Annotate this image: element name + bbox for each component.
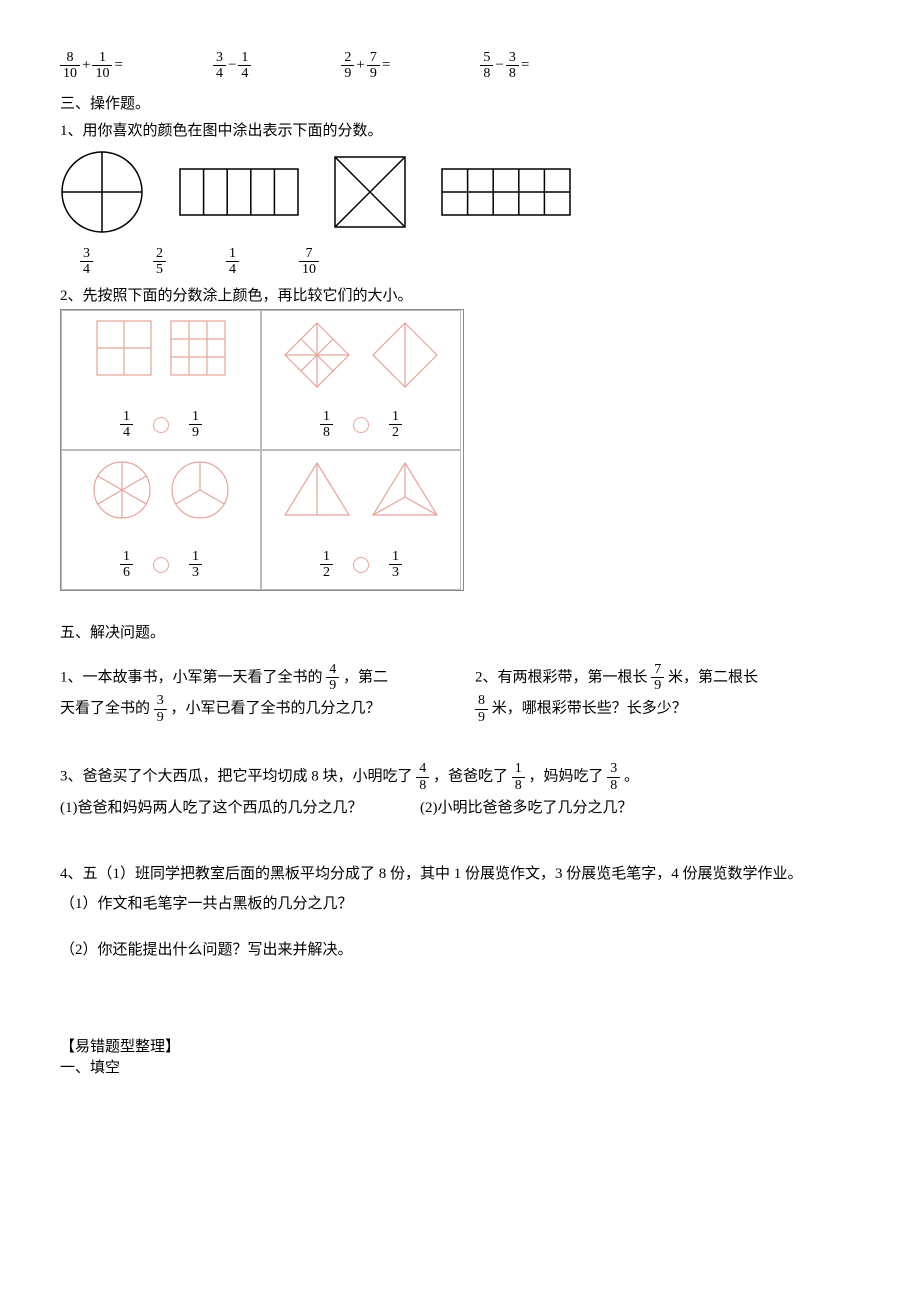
fraction-equation-row: 810 + 110 = 34 − 14 29 + 79 = 58 − 38 = — [60, 50, 860, 82]
fraction: 12 — [389, 409, 402, 441]
compare-grid: 14 19 18 12 — [60, 309, 464, 591]
fraction: 49 — [326, 662, 339, 694]
fraction: 38 — [607, 761, 620, 793]
operator: − — [495, 57, 503, 74]
fill-blank-heading: 一、填空 — [60, 1056, 860, 1077]
fraction: 18 — [512, 761, 525, 793]
operator: + — [356, 57, 364, 74]
problem-3: 3、爸爸买了个大西瓜，把它平均切成 8 块，小明吃了 48 ，爸爸吃了 18 ，… — [60, 761, 860, 793]
circle-quartered-icon — [60, 150, 144, 234]
compare-circle-icon — [353, 557, 369, 573]
fraction-label: 14 — [226, 246, 239, 278]
triangle-3-icon — [369, 459, 441, 519]
fraction: 14 — [238, 50, 251, 82]
fraction: 810 — [60, 50, 80, 82]
fraction: 29 — [341, 50, 354, 82]
equation-3: 29 + 79 = — [341, 50, 390, 82]
problem-1: 1、一本故事书，小军第一天看了全书的 49 ，第二 天看了全书的 39 ，小军已… — [60, 662, 445, 726]
fraction: 13 — [189, 549, 202, 581]
equals: = — [382, 57, 390, 74]
compare-cell-2: 18 12 — [261, 310, 461, 450]
compare-circle-icon — [353, 417, 369, 433]
fraction: 89 — [475, 693, 488, 725]
fraction: 19 — [189, 409, 202, 441]
fraction: 58 — [480, 50, 493, 82]
fraction-label: 34 — [80, 246, 93, 278]
problem-4-q2: （2）你还能提出什么问题？写出来并解决。 — [60, 935, 860, 965]
section-3-title: 三、操作题。 — [60, 92, 860, 113]
section-3-q1: 1、用你喜欢的颜色在图中涂出表示下面的分数。 — [60, 119, 860, 140]
fraction: 18 — [320, 409, 333, 441]
compare-circle-icon — [153, 557, 169, 573]
section-5-title: 五、解决问题。 — [60, 621, 860, 642]
error-type-heading: 【易错题型整理】 — [60, 1035, 860, 1056]
square-3x3-icon — [169, 319, 227, 377]
section-3-q2: 2、先按照下面的分数涂上颜色，再比较它们的大小。 — [60, 284, 860, 305]
fraction: 13 — [389, 549, 402, 581]
q1-fraction-labels: 34 25 14 710 — [80, 246, 860, 278]
fraction: 48 — [416, 761, 429, 793]
problem-2: 2、有两根彩带，第一根长 79 米，第二根长 89 米，哪根彩带长些？长多少？ — [475, 662, 860, 726]
compare-cell-3: 16 13 — [61, 450, 261, 590]
triangle-2-icon — [281, 459, 353, 519]
fraction-label: 710 — [299, 246, 319, 278]
square-2x2-icon — [95, 319, 153, 377]
word-problems: 1、一本故事书，小军第一天看了全书的 49 ，第二 天看了全书的 39 ，小军已… — [60, 662, 860, 965]
compare-cell-1: 14 19 — [61, 310, 261, 450]
fraction: 12 — [320, 549, 333, 581]
fraction: 110 — [92, 50, 112, 82]
fraction: 34 — [213, 50, 226, 82]
diamond-8-icon — [281, 319, 353, 391]
square-x-icon — [334, 156, 406, 228]
rect-5col-icon — [179, 168, 299, 216]
fraction: 14 — [120, 409, 133, 441]
operator: + — [82, 57, 90, 74]
circle-3-icon — [169, 459, 231, 521]
fraction: 38 — [506, 50, 519, 82]
fraction-label: 25 — [153, 246, 166, 278]
fraction: 39 — [154, 693, 167, 725]
compare-circle-icon — [153, 417, 169, 433]
equals: = — [521, 57, 529, 74]
equation-2: 34 − 14 — [213, 50, 251, 82]
fraction: 79 — [651, 662, 664, 694]
fraction: 79 — [367, 50, 380, 82]
q1-shapes-row — [60, 150, 860, 234]
problem-4-q1: （1）作文和毛笔字一共占黑板的几分之几？ — [60, 889, 860, 919]
diamond-2-icon — [369, 319, 441, 391]
compare-cell-4: 12 13 — [261, 450, 461, 590]
equals: = — [114, 57, 122, 74]
equation-1: 810 + 110 = — [60, 50, 123, 82]
grid-2x5-icon — [441, 168, 571, 216]
operator: − — [228, 57, 236, 74]
fraction: 16 — [120, 549, 133, 581]
circle-6-icon — [91, 459, 153, 521]
problem-3-subquestions: (1)爸爸和妈妈两人吃了这个西瓜的几分之几？ (2)小明比爸爸多吃了几分之几？ — [60, 793, 860, 823]
equation-4: 58 − 38 = — [480, 50, 529, 82]
problem-4: 4、五（1）班同学把教室后面的黑板平均分成了 8 份，其中 1 份展览作文，3 … — [60, 859, 860, 889]
